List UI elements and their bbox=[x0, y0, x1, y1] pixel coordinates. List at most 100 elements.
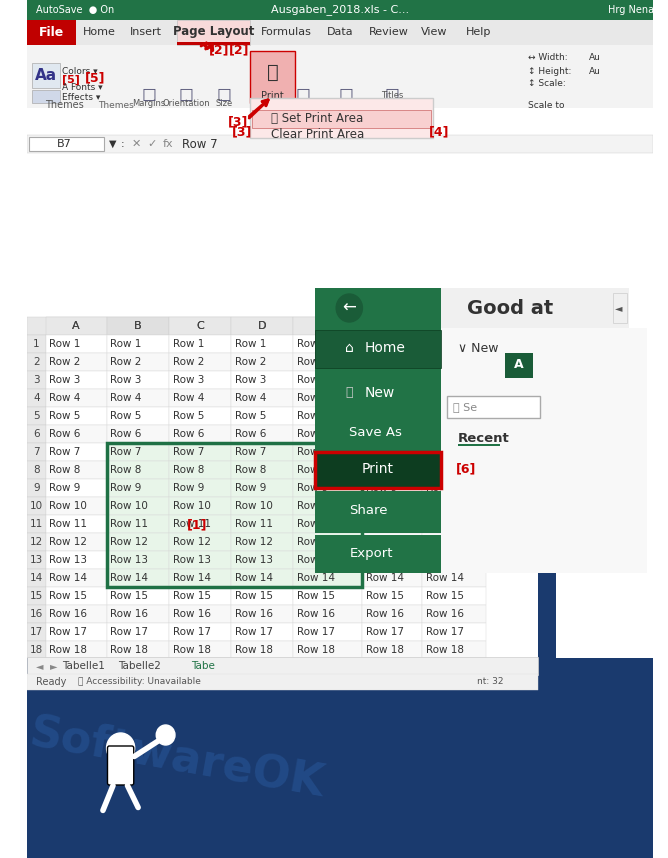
Bar bbox=[422, 407, 486, 425]
Text: Row 10: Row 10 bbox=[49, 501, 88, 511]
Text: ☐: ☐ bbox=[296, 87, 311, 105]
Circle shape bbox=[107, 733, 135, 763]
Bar bbox=[422, 497, 486, 515]
Text: Row 17: Row 17 bbox=[297, 627, 335, 637]
Text: Au: Au bbox=[589, 67, 601, 76]
Bar bbox=[422, 533, 486, 551]
Bar bbox=[107, 605, 170, 623]
Bar bbox=[27, 20, 653, 108]
Bar bbox=[293, 623, 363, 641]
Text: D: D bbox=[258, 321, 267, 331]
Bar bbox=[293, 677, 363, 695]
Text: 🖨: 🖨 bbox=[267, 63, 279, 82]
Text: 4: 4 bbox=[33, 393, 39, 403]
Bar bbox=[107, 677, 170, 695]
Bar bbox=[27, 497, 45, 515]
Bar bbox=[107, 659, 170, 677]
Bar bbox=[293, 353, 363, 371]
Text: Row 5: Row 5 bbox=[49, 411, 81, 421]
Text: Row 9: Row 9 bbox=[49, 483, 81, 493]
Bar bbox=[107, 407, 170, 425]
Text: Row 4: Row 4 bbox=[297, 393, 328, 403]
Text: Row 2: Row 2 bbox=[366, 357, 397, 367]
Bar bbox=[107, 587, 170, 605]
Bar bbox=[27, 45, 653, 108]
Text: Row 10: Row 10 bbox=[297, 501, 335, 511]
Bar bbox=[231, 425, 293, 443]
Text: Row 4: Row 4 bbox=[49, 393, 81, 403]
Text: 3: 3 bbox=[33, 375, 39, 385]
Text: Tabe: Tabe bbox=[191, 661, 215, 671]
Bar bbox=[250, 51, 295, 103]
Bar bbox=[29, 48, 104, 105]
Text: Au: Au bbox=[589, 53, 601, 63]
Text: SoftwareOK: SoftwareOK bbox=[26, 711, 328, 805]
Bar bbox=[170, 587, 231, 605]
Bar bbox=[29, 137, 104, 151]
Bar bbox=[45, 389, 107, 407]
Bar bbox=[315, 415, 441, 450]
Text: Orientation: Orientation bbox=[162, 99, 210, 107]
Bar bbox=[293, 659, 363, 677]
Bar bbox=[177, 20, 250, 45]
Bar bbox=[45, 659, 107, 677]
Bar bbox=[170, 461, 231, 479]
Text: Row 18: Row 18 bbox=[49, 645, 88, 655]
Bar bbox=[315, 373, 441, 413]
Bar bbox=[27, 135, 653, 153]
Bar bbox=[27, 425, 45, 443]
Text: Row 19: Row 19 bbox=[366, 663, 404, 673]
Bar bbox=[27, 674, 538, 690]
Bar bbox=[293, 443, 363, 461]
Bar bbox=[107, 533, 170, 551]
Bar bbox=[422, 641, 486, 659]
Bar bbox=[27, 657, 538, 675]
Text: Row 18: Row 18 bbox=[297, 645, 335, 655]
Bar bbox=[177, 42, 250, 45]
Text: Row 9: Row 9 bbox=[235, 483, 267, 493]
Text: A: A bbox=[72, 321, 80, 331]
Text: ◄: ◄ bbox=[36, 661, 44, 671]
Bar bbox=[441, 328, 647, 573]
Text: A: A bbox=[514, 359, 524, 372]
Text: [6]: [6] bbox=[456, 462, 476, 475]
Bar bbox=[293, 587, 363, 605]
Text: Row 10: Row 10 bbox=[173, 501, 211, 511]
Bar bbox=[505, 353, 533, 378]
Bar bbox=[231, 569, 293, 587]
Text: 📄: 📄 bbox=[345, 386, 353, 400]
Bar bbox=[231, 551, 293, 569]
Text: Export: Export bbox=[349, 547, 393, 559]
Text: Row 16: Row 16 bbox=[366, 609, 404, 619]
Bar bbox=[170, 569, 231, 587]
Bar bbox=[107, 353, 170, 371]
Bar bbox=[293, 335, 363, 353]
Text: 🔍 Se: 🔍 Se bbox=[454, 402, 478, 412]
Text: Row 8: Row 8 bbox=[426, 465, 458, 475]
Bar bbox=[231, 443, 293, 461]
Text: Row 9: Row 9 bbox=[110, 483, 142, 493]
Bar bbox=[293, 371, 363, 389]
Text: Row 14: Row 14 bbox=[49, 573, 88, 583]
Bar bbox=[231, 515, 293, 533]
Bar bbox=[170, 659, 231, 677]
Bar bbox=[107, 317, 170, 335]
Text: Row 11: Row 11 bbox=[366, 519, 404, 529]
Text: Breaks: Breaks bbox=[289, 99, 318, 107]
Text: Row 14: Row 14 bbox=[297, 573, 335, 583]
Bar bbox=[27, 658, 653, 858]
Text: Row 3: Row 3 bbox=[297, 375, 328, 385]
Bar bbox=[107, 569, 170, 587]
Bar bbox=[422, 335, 486, 353]
Text: Aa: Aa bbox=[35, 68, 57, 82]
Text: F: F bbox=[389, 321, 395, 331]
Text: Row 20: Row 20 bbox=[110, 681, 148, 691]
Bar bbox=[27, 641, 45, 659]
Bar bbox=[363, 623, 422, 641]
Bar bbox=[45, 533, 107, 551]
Text: Row 6: Row 6 bbox=[49, 429, 81, 439]
Text: Row 7: Row 7 bbox=[297, 447, 328, 457]
Text: ✕: ✕ bbox=[132, 139, 141, 149]
Text: Themes: Themes bbox=[45, 100, 84, 110]
Text: E: E bbox=[324, 321, 331, 331]
